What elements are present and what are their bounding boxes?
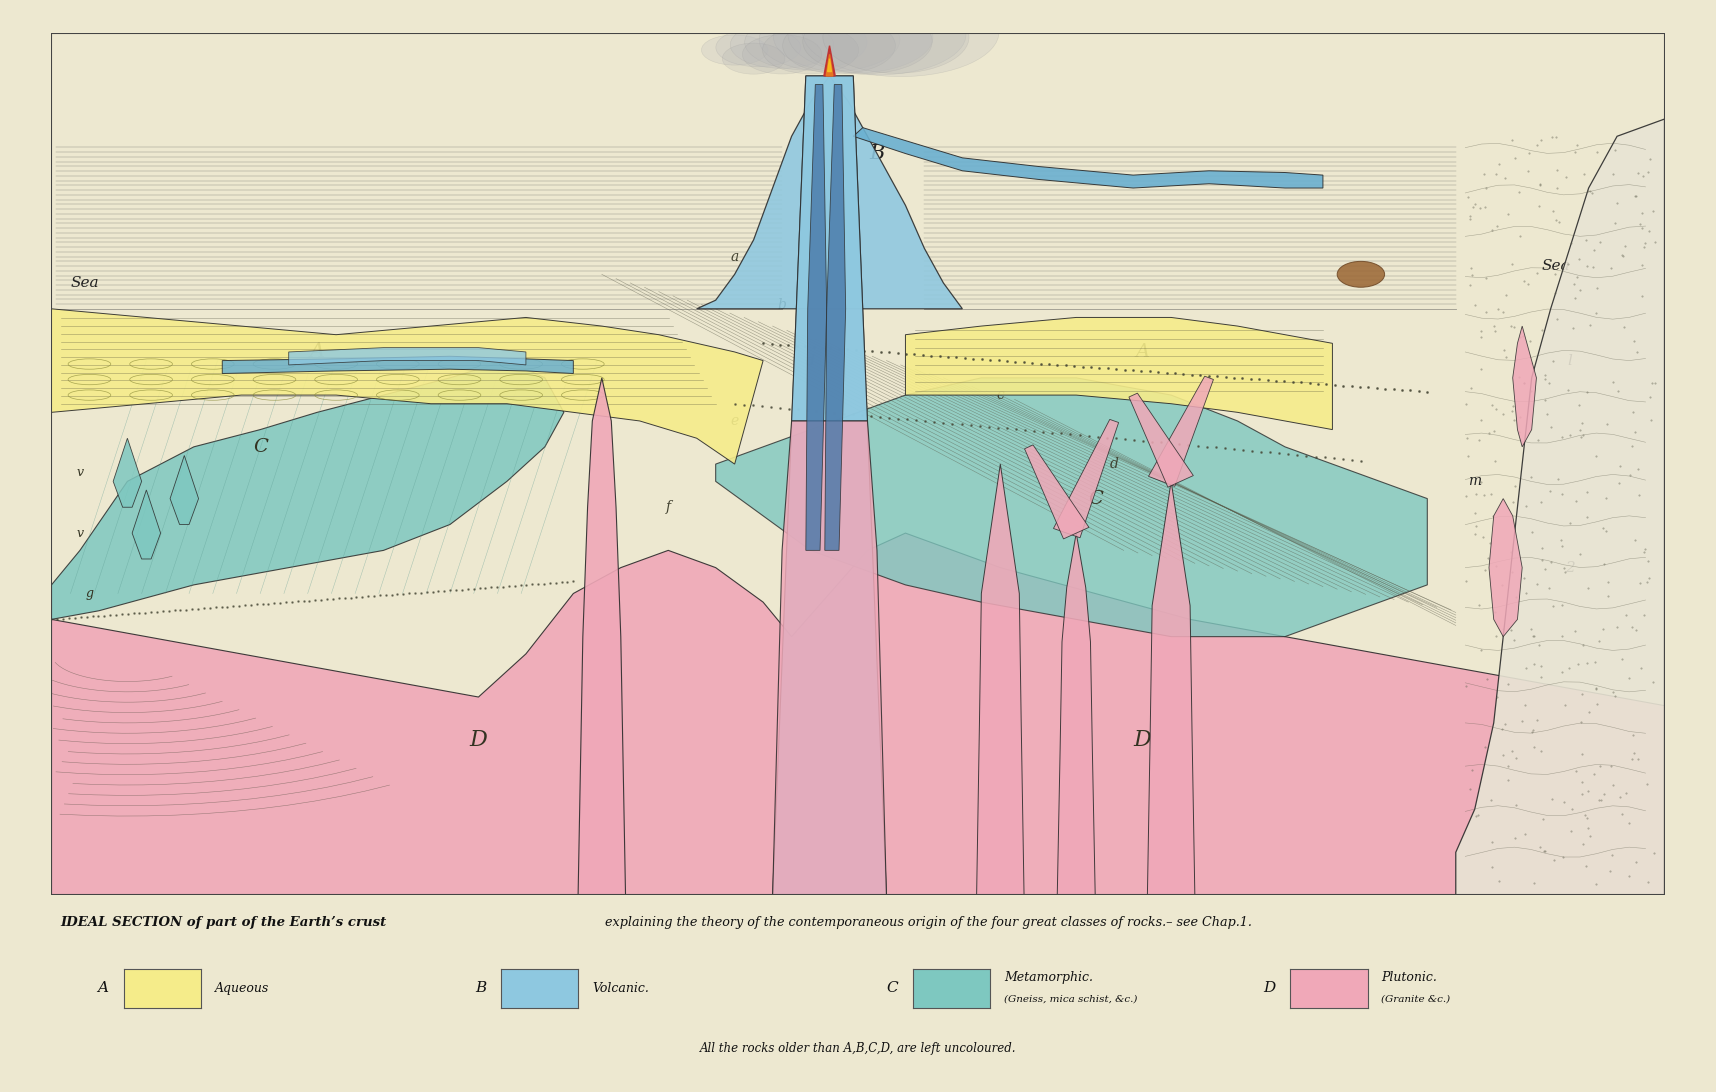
Text: d: d <box>807 354 815 368</box>
Ellipse shape <box>803 10 932 73</box>
Polygon shape <box>853 128 1323 188</box>
Polygon shape <box>1129 393 1193 487</box>
Polygon shape <box>906 318 1332 429</box>
Polygon shape <box>1148 482 1194 895</box>
Polygon shape <box>1514 327 1536 447</box>
Polygon shape <box>772 75 887 895</box>
Text: m: m <box>1469 474 1481 488</box>
Text: explaining the theory of the contemporaneous origin of the four great classes of: explaining the theory of the contemporan… <box>601 916 1251 929</box>
Text: f: f <box>666 500 671 514</box>
Text: c: c <box>997 388 1004 402</box>
Polygon shape <box>697 75 963 309</box>
Text: l: l <box>1567 354 1572 368</box>
Polygon shape <box>1054 419 1119 537</box>
Polygon shape <box>825 55 832 75</box>
Polygon shape <box>791 75 868 420</box>
Ellipse shape <box>758 8 899 72</box>
Text: (Granite &c.): (Granite &c.) <box>1381 995 1450 1004</box>
Ellipse shape <box>782 17 896 73</box>
Text: Sea: Sea <box>1541 259 1570 273</box>
Text: Aqueous: Aqueous <box>214 982 269 995</box>
Text: g: g <box>86 587 93 600</box>
Ellipse shape <box>788 0 966 75</box>
Ellipse shape <box>745 14 867 70</box>
Text: C: C <box>252 438 268 455</box>
Text: (Gneiss, mica schist, &c.): (Gneiss, mica schist, &c.) <box>1004 995 1138 1004</box>
Ellipse shape <box>702 35 767 66</box>
Text: a: a <box>731 250 740 264</box>
Text: D: D <box>1134 729 1151 751</box>
Text: Sea: Sea <box>70 276 100 290</box>
Text: 2: 2 <box>1565 560 1575 574</box>
Text: Volcanic.: Volcanic. <box>592 982 649 995</box>
Text: Metamorphic.: Metamorphic. <box>1004 971 1093 984</box>
Ellipse shape <box>1337 261 1385 287</box>
Text: C: C <box>887 982 897 995</box>
Polygon shape <box>1455 119 1665 895</box>
Polygon shape <box>132 490 161 559</box>
Text: v: v <box>77 466 84 479</box>
Polygon shape <box>1489 499 1522 637</box>
Text: Plutonic.: Plutonic. <box>1381 971 1438 984</box>
Text: A: A <box>1136 343 1150 361</box>
Ellipse shape <box>774 1 934 73</box>
Polygon shape <box>807 84 827 550</box>
Ellipse shape <box>722 43 784 74</box>
Polygon shape <box>51 360 565 619</box>
Polygon shape <box>827 59 832 72</box>
Polygon shape <box>1024 444 1090 538</box>
Polygon shape <box>578 378 626 895</box>
Text: D: D <box>1263 982 1277 995</box>
Text: B: B <box>870 144 885 163</box>
Text: b: b <box>777 297 786 311</box>
Text: IDEAL SECTION of part of the Earth’s crust: IDEAL SECTION of part of the Earth’s cru… <box>60 916 386 929</box>
Polygon shape <box>772 420 887 895</box>
Ellipse shape <box>803 0 999 76</box>
Ellipse shape <box>762 26 858 74</box>
Polygon shape <box>113 438 142 507</box>
Text: d: d <box>1110 458 1119 471</box>
Polygon shape <box>976 464 1024 895</box>
Polygon shape <box>824 46 836 75</box>
Ellipse shape <box>731 21 834 69</box>
Text: All the rocks older than A,B,C,D, are left uncoloured.: All the rocks older than A,B,C,D, are le… <box>700 1042 1016 1055</box>
Text: D: D <box>470 729 487 751</box>
Polygon shape <box>716 378 1428 637</box>
Polygon shape <box>51 309 764 464</box>
Ellipse shape <box>716 28 801 67</box>
Text: B: B <box>475 982 486 995</box>
Text: v: v <box>77 526 84 539</box>
Polygon shape <box>1148 376 1213 486</box>
Ellipse shape <box>824 1 970 73</box>
Polygon shape <box>1057 533 1095 895</box>
Polygon shape <box>223 356 573 373</box>
Polygon shape <box>288 347 525 365</box>
Polygon shape <box>170 455 199 524</box>
Ellipse shape <box>743 35 822 74</box>
Polygon shape <box>51 533 1665 895</box>
Text: A: A <box>98 982 108 995</box>
Text: e: e <box>731 414 740 428</box>
Text: C: C <box>1088 489 1103 508</box>
Text: A: A <box>309 343 324 361</box>
Polygon shape <box>825 84 846 550</box>
